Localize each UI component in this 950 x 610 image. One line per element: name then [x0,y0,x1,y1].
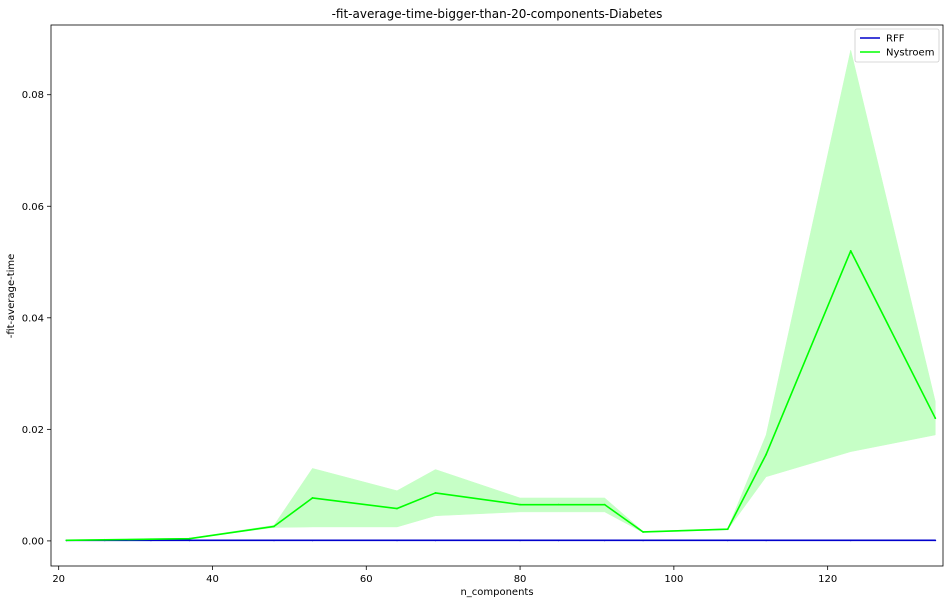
x-tick-label: 60 [360,574,373,585]
data-point-rff [311,539,314,542]
data-point-rff [765,539,768,542]
data-point-nystroem [603,503,606,506]
data-point-rff [434,539,437,542]
x-tick-label: 20 [52,574,65,585]
data-point-rff [603,539,606,542]
plot-area [65,50,937,542]
data-point-nystroem [557,503,560,506]
data-point-rff [849,539,852,542]
data-point-nystroem [396,507,398,510]
legend: RFF Nystroem [854,28,940,63]
legend-label-rff: RFF [886,34,905,45]
data-point-rff [396,539,398,542]
series-line-nystroem [66,250,937,542]
data-point-rff [726,539,729,542]
data-point-nystroem [150,538,152,541]
data-point-nystroem [103,538,106,541]
data-point-nystroem [726,528,729,531]
data-point-nystroem [188,537,191,540]
x-tick-label: 80 [514,574,527,585]
legend-label-nystroem: Nystroem [886,48,934,59]
data-point-rff [273,539,275,542]
data-point-rff [934,539,937,542]
data-point-nystroem [849,249,852,252]
data-point-nystroem [934,417,937,420]
data-point-nystroem [765,453,768,456]
data-point-nystroem [65,539,68,542]
x-tick-label: 120 [818,574,837,585]
data-point-rff [188,539,191,542]
x-tick-label: 40 [206,574,219,585]
x-tick-label: 100 [664,574,683,585]
y-axis-label: -fit-average-time [6,254,17,339]
y-tick-label: 0.02 [22,425,44,436]
y-axis: 0.00 0.02 0.04 0.06 0.08 [22,90,51,547]
x-axis: 20 40 60 80 100 120 [52,566,837,585]
y-tick-label: 0.00 [22,536,44,547]
band-nystroem [66,50,936,541]
data-point-rff [557,539,560,542]
y-tick-label: 0.08 [22,90,44,101]
data-point-rff [642,539,645,542]
data-point-nystroem [311,497,314,499]
x-axis-label: n_components [460,587,533,598]
data-point-rff [519,539,521,542]
data-point-nystroem [642,531,645,533]
data-point-nystroem [519,503,521,506]
data-point-nystroem [273,525,275,528]
data-point-nystroem [434,492,437,494]
plot-frame [50,24,944,567]
y-tick-label: 0.06 [22,202,44,213]
chart-title: -fit-average-time-bigger-than-20-compone… [332,7,663,21]
y-tick-label: 0.04 [22,313,44,324]
